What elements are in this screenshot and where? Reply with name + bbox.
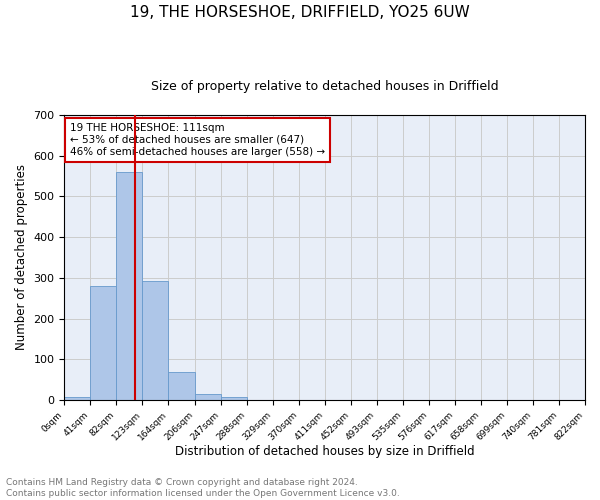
X-axis label: Distribution of detached houses by size in Driffield: Distribution of detached houses by size … <box>175 444 475 458</box>
Bar <box>168 372 195 400</box>
Bar <box>142 282 168 400</box>
Text: Contains HM Land Registry data © Crown copyright and database right 2024.
Contai: Contains HM Land Registry data © Crown c… <box>6 478 400 498</box>
Bar <box>64 396 91 400</box>
Bar <box>91 286 116 400</box>
Title: Size of property relative to detached houses in Driffield: Size of property relative to detached ho… <box>151 80 499 93</box>
Y-axis label: Number of detached properties: Number of detached properties <box>15 164 28 350</box>
Text: 19, THE HORSESHOE, DRIFFIELD, YO25 6UW: 19, THE HORSESHOE, DRIFFIELD, YO25 6UW <box>130 5 470 20</box>
Bar <box>116 172 142 400</box>
Bar <box>195 394 221 400</box>
Bar <box>221 396 247 400</box>
Text: 19 THE HORSESHOE: 111sqm
← 53% of detached houses are smaller (647)
46% of semi-: 19 THE HORSESHOE: 111sqm ← 53% of detach… <box>70 124 325 156</box>
